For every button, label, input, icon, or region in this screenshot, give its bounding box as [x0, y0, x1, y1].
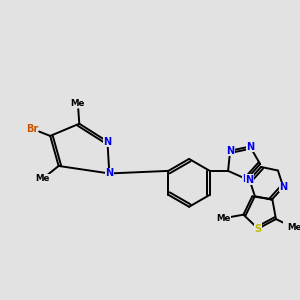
- Text: N: N: [103, 136, 112, 147]
- Text: N: N: [105, 169, 113, 178]
- Text: N: N: [279, 182, 287, 192]
- Text: N: N: [226, 146, 234, 156]
- Text: Me: Me: [287, 224, 300, 232]
- Text: Me: Me: [216, 214, 231, 223]
- Text: N: N: [245, 175, 253, 185]
- Text: Me: Me: [36, 174, 50, 183]
- Text: Me: Me: [71, 99, 85, 108]
- Text: Br: Br: [26, 124, 38, 134]
- Text: N: N: [246, 142, 254, 152]
- Text: N: N: [242, 174, 250, 184]
- Text: S: S: [254, 224, 262, 234]
